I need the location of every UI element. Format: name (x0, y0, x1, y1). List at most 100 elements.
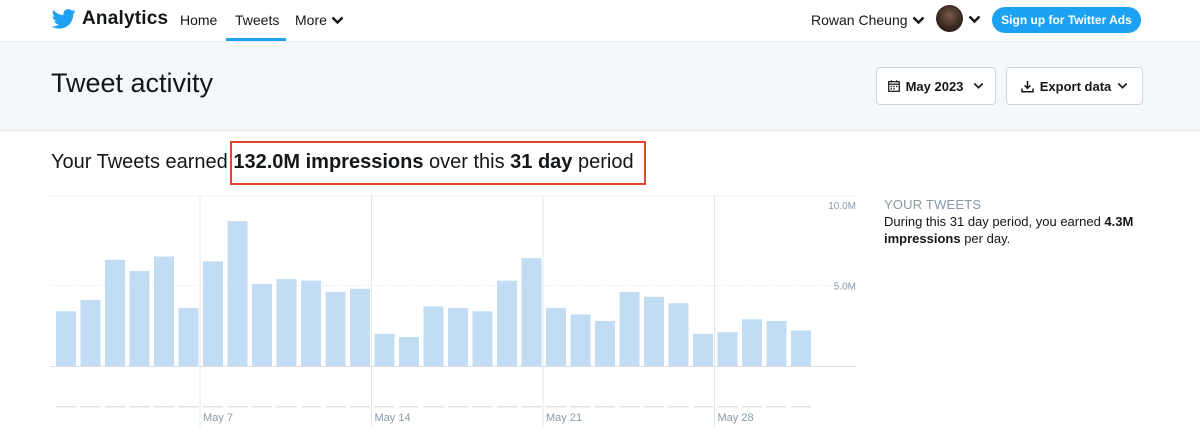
chevron-down-icon (1117, 82, 1128, 89)
chart-bar (350, 288, 370, 366)
summary-period: 31 day (510, 151, 573, 173)
chart-bar (154, 256, 174, 366)
y-tick-label: 5.0M (834, 282, 856, 293)
y-tick-label: 10.0M (828, 201, 856, 212)
engagement-bar (350, 406, 370, 408)
chart-bar (448, 308, 468, 366)
avatar[interactable] (936, 5, 963, 32)
engagement-bar (742, 406, 762, 408)
calendar-icon (887, 80, 900, 92)
engagement-bar (129, 406, 150, 408)
sidebar-title: YOUR TWEETS (884, 197, 982, 212)
page-title: Tweet activity (51, 68, 214, 98)
chart-bar (766, 320, 787, 366)
engagement-bar (791, 406, 811, 408)
chart-bar (301, 280, 321, 366)
chart-bar (203, 261, 223, 366)
month-picker-button[interactable]: May 2023 (876, 67, 996, 105)
impressions-summary: Your Tweets earned 132.0M impressions ov… (51, 151, 634, 174)
sidebar-text: During this 31 day period, you earned 4.… (884, 213, 1164, 247)
chevron-down-icon (974, 82, 984, 89)
chart-bar (227, 221, 248, 366)
chart-bar (325, 291, 346, 366)
engagement-bar (80, 406, 101, 408)
engagement-bar (325, 406, 346, 408)
nav-home-link[interactable]: Home (180, 12, 218, 28)
twitter-bird-icon (52, 9, 76, 29)
chart-bar (595, 320, 615, 366)
user-name-label: Rowan Cheung (811, 12, 908, 28)
engagement-bar (252, 406, 272, 408)
chart-bar (717, 332, 738, 366)
chevron-down-icon (331, 16, 344, 24)
chart-bar (423, 306, 444, 366)
chart-bar (178, 308, 199, 366)
chart-bar (668, 303, 689, 366)
chart-bar (129, 271, 150, 366)
nav-tweets-link[interactable]: Tweets (235, 12, 280, 28)
engagement-bar (56, 406, 76, 408)
chart-bar (791, 330, 811, 366)
chart-bar (374, 333, 395, 366)
engagement-bar (644, 406, 664, 408)
engagement-bar (374, 406, 395, 408)
chart-bar (644, 296, 664, 366)
chevron-down-icon (912, 16, 924, 24)
sidebar-value: 4.3M (1104, 214, 1134, 229)
export-data-button[interactable]: Export data (1006, 67, 1143, 105)
engagement-bar (423, 406, 444, 408)
chart-bar (742, 319, 762, 366)
sidebar-text-suffix: per day. (960, 231, 1011, 246)
chart-bar (546, 308, 566, 366)
chart-bar (521, 258, 542, 366)
impressions-chart: May 7 May 14 May 21 May 28 10.0M 5.0M (50, 195, 860, 430)
chart-bar (619, 291, 640, 366)
page-header (0, 42, 1200, 131)
month-label: May 2023 (905, 78, 964, 94)
summary-middle: over this (423, 151, 511, 173)
chart-bar (56, 311, 76, 366)
engagement-bar (497, 406, 517, 408)
chart-bar (472, 311, 493, 366)
sign-up-ads-button[interactable]: Sign up for Twitter Ads (992, 7, 1141, 33)
chevron-down-icon[interactable] (968, 15, 981, 24)
engagement-bar (203, 406, 223, 408)
nav-more-menu[interactable]: More (295, 12, 344, 28)
engagement-bar (301, 406, 321, 408)
engagement-bar (448, 406, 468, 408)
summary-impressions: 132.0M impressions (233, 151, 424, 173)
chart-bar (693, 333, 713, 366)
engagement-bar (472, 406, 493, 408)
sidebar-unit: impressions (884, 231, 961, 246)
engagement-bar (276, 406, 297, 408)
engagement-bar (693, 406, 713, 408)
chart-bar (570, 314, 591, 366)
engagement-bar (766, 406, 787, 408)
nav-more-label: More (295, 12, 327, 28)
chart-bar (80, 299, 101, 366)
engagement-bar (154, 406, 174, 408)
engagement-bar (668, 406, 689, 408)
engagement-bar (595, 406, 615, 408)
engagement-bar (619, 406, 640, 408)
engagement-bar (227, 406, 248, 408)
impressions-bar-chart: May 7 May 14 May 21 May 28 10.0M 5.0M (50, 195, 856, 427)
engagement-bar (521, 406, 542, 408)
engagement-bar (105, 406, 125, 408)
chart-bar (497, 280, 517, 366)
x-tick-label: May 7 (203, 412, 233, 424)
download-icon (1020, 80, 1034, 93)
engagement-bar (546, 406, 566, 408)
chart-bar (276, 279, 297, 366)
highlight-annotation (230, 141, 646, 185)
chart-bar (252, 283, 272, 366)
sidebar-text-prefix: During this 31 day period, you earned (884, 214, 1105, 229)
chart-bar (105, 259, 125, 366)
user-menu[interactable]: Rowan Cheung (811, 12, 925, 28)
export-label: Export data (1039, 78, 1112, 94)
brand[interactable]: Analytics (52, 8, 168, 30)
engagement-bar (399, 406, 419, 408)
brand-label: Analytics (82, 8, 169, 29)
x-tick-label: May 14 (375, 412, 411, 424)
chart-bar (399, 337, 419, 366)
